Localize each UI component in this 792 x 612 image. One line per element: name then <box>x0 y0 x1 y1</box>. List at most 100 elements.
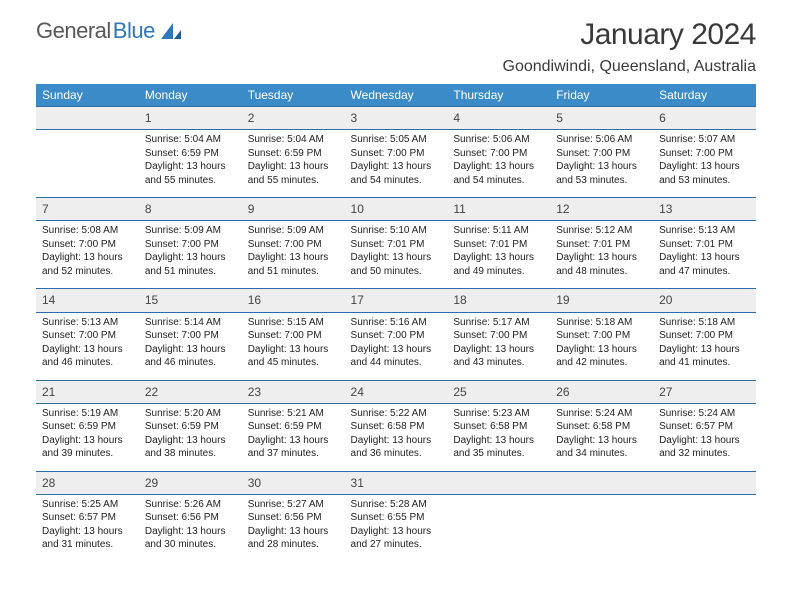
day-content-cell <box>36 130 139 198</box>
weekday-header: Wednesday <box>345 84 448 107</box>
day-number-row: 123456 <box>36 107 756 130</box>
sunset-line: Sunset: 6:58 PM <box>453 420 544 434</box>
sunset-line: Sunset: 7:00 PM <box>42 329 133 343</box>
sunrise-line: Sunrise: 5:13 AM <box>659 224 750 238</box>
day-content-cell: Sunrise: 5:15 AMSunset: 7:00 PMDaylight:… <box>242 312 345 380</box>
day-number-row: 28293031 <box>36 471 756 494</box>
day-content-row: Sunrise: 5:08 AMSunset: 7:00 PMDaylight:… <box>36 221 756 289</box>
day-number-cell: 16 <box>242 289 345 312</box>
sunset-line: Sunset: 7:00 PM <box>42 238 133 252</box>
logo-sail-icon <box>159 21 183 41</box>
sunrise-line: Sunrise: 5:09 AM <box>248 224 339 238</box>
day-number-cell: 29 <box>139 471 242 494</box>
daylight-line: Daylight: 13 hours and 31 minutes. <box>42 525 133 552</box>
day-number-cell: 20 <box>653 289 756 312</box>
header: GeneralBlue January 2024 Goondiwindi, Qu… <box>0 0 792 84</box>
day-content-cell <box>653 494 756 562</box>
day-number-cell: 12 <box>550 198 653 221</box>
sunrise-line: Sunrise: 5:07 AM <box>659 133 750 147</box>
day-content-cell: Sunrise: 5:09 AMSunset: 7:00 PMDaylight:… <box>139 221 242 289</box>
day-content-cell: Sunrise: 5:13 AMSunset: 7:01 PMDaylight:… <box>653 221 756 289</box>
sunrise-line: Sunrise: 5:12 AM <box>556 224 647 238</box>
day-content-cell: Sunrise: 5:18 AMSunset: 7:00 PMDaylight:… <box>653 312 756 380</box>
sunrise-line: Sunrise: 5:24 AM <box>659 407 750 421</box>
daylight-line: Daylight: 13 hours and 46 minutes. <box>42 343 133 370</box>
day-content-row: Sunrise: 5:04 AMSunset: 6:59 PMDaylight:… <box>36 130 756 198</box>
weekday-header: Tuesday <box>242 84 345 107</box>
daylight-line: Daylight: 13 hours and 54 minutes. <box>351 160 442 187</box>
logo: GeneralBlue <box>36 18 183 44</box>
day-content-cell: Sunrise: 5:21 AMSunset: 6:59 PMDaylight:… <box>242 403 345 471</box>
daylight-line: Daylight: 13 hours and 48 minutes. <box>556 251 647 278</box>
daylight-line: Daylight: 13 hours and 42 minutes. <box>556 343 647 370</box>
day-content-cell: Sunrise: 5:28 AMSunset: 6:55 PMDaylight:… <box>345 494 448 562</box>
daylight-line: Daylight: 13 hours and 30 minutes. <box>145 525 236 552</box>
day-number-cell <box>36 107 139 130</box>
sunrise-line: Sunrise: 5:14 AM <box>145 316 236 330</box>
day-number-cell: 6 <box>653 107 756 130</box>
sunrise-line: Sunrise: 5:28 AM <box>351 498 442 512</box>
sunset-line: Sunset: 7:00 PM <box>145 329 236 343</box>
day-content-cell: Sunrise: 5:27 AMSunset: 6:56 PMDaylight:… <box>242 494 345 562</box>
sunrise-line: Sunrise: 5:27 AM <box>248 498 339 512</box>
sunrise-line: Sunrise: 5:25 AM <box>42 498 133 512</box>
daylight-line: Daylight: 13 hours and 41 minutes. <box>659 343 750 370</box>
day-number-cell: 31 <box>345 471 448 494</box>
sunset-line: Sunset: 6:57 PM <box>659 420 750 434</box>
day-content-cell: Sunrise: 5:06 AMSunset: 7:00 PMDaylight:… <box>447 130 550 198</box>
day-content-cell: Sunrise: 5:05 AMSunset: 7:00 PMDaylight:… <box>345 130 448 198</box>
day-number-cell: 21 <box>36 380 139 403</box>
sunset-line: Sunset: 7:01 PM <box>556 238 647 252</box>
sunset-line: Sunset: 6:58 PM <box>351 420 442 434</box>
daylight-line: Daylight: 13 hours and 54 minutes. <box>453 160 544 187</box>
sunset-line: Sunset: 7:00 PM <box>248 238 339 252</box>
sunrise-line: Sunrise: 5:22 AM <box>351 407 442 421</box>
sunset-line: Sunset: 7:00 PM <box>556 329 647 343</box>
daylight-line: Daylight: 13 hours and 36 minutes. <box>351 434 442 461</box>
day-content-cell: Sunrise: 5:08 AMSunset: 7:00 PMDaylight:… <box>36 221 139 289</box>
daylight-line: Daylight: 13 hours and 55 minutes. <box>145 160 236 187</box>
day-number-cell: 25 <box>447 380 550 403</box>
sunrise-line: Sunrise: 5:11 AM <box>453 224 544 238</box>
sunrise-line: Sunrise: 5:05 AM <box>351 133 442 147</box>
day-number-cell <box>550 471 653 494</box>
day-number-cell: 14 <box>36 289 139 312</box>
sunrise-line: Sunrise: 5:18 AM <box>659 316 750 330</box>
sunset-line: Sunset: 6:56 PM <box>248 511 339 525</box>
sunset-line: Sunset: 7:01 PM <box>351 238 442 252</box>
day-number-cell: 11 <box>447 198 550 221</box>
day-number-cell: 10 <box>345 198 448 221</box>
day-number-row: 14151617181920 <box>36 289 756 312</box>
sunrise-line: Sunrise: 5:04 AM <box>248 133 339 147</box>
calendar-table: Sunday Monday Tuesday Wednesday Thursday… <box>36 84 756 562</box>
day-content-cell: Sunrise: 5:13 AMSunset: 7:00 PMDaylight:… <box>36 312 139 380</box>
day-content-row: Sunrise: 5:13 AMSunset: 7:00 PMDaylight:… <box>36 312 756 380</box>
weekday-header: Thursday <box>447 84 550 107</box>
sunset-line: Sunset: 6:59 PM <box>248 420 339 434</box>
day-content-cell <box>550 494 653 562</box>
sunset-line: Sunset: 7:01 PM <box>659 238 750 252</box>
daylight-line: Daylight: 13 hours and 51 minutes. <box>248 251 339 278</box>
sunset-line: Sunset: 7:00 PM <box>453 329 544 343</box>
weekday-header: Friday <box>550 84 653 107</box>
sunset-line: Sunset: 7:00 PM <box>453 147 544 161</box>
sunrise-line: Sunrise: 5:24 AM <box>556 407 647 421</box>
day-content-cell: Sunrise: 5:26 AMSunset: 6:56 PMDaylight:… <box>139 494 242 562</box>
daylight-line: Daylight: 13 hours and 34 minutes. <box>556 434 647 461</box>
sunset-line: Sunset: 7:01 PM <box>453 238 544 252</box>
daylight-line: Daylight: 13 hours and 55 minutes. <box>248 160 339 187</box>
weekday-header: Saturday <box>653 84 756 107</box>
sunrise-line: Sunrise: 5:26 AM <box>145 498 236 512</box>
day-number-row: 21222324252627 <box>36 380 756 403</box>
day-content-cell: Sunrise: 5:12 AMSunset: 7:01 PMDaylight:… <box>550 221 653 289</box>
sunrise-line: Sunrise: 5:20 AM <box>145 407 236 421</box>
day-number-row: 78910111213 <box>36 198 756 221</box>
day-content-cell: Sunrise: 5:24 AMSunset: 6:57 PMDaylight:… <box>653 403 756 471</box>
daylight-line: Daylight: 13 hours and 51 minutes. <box>145 251 236 278</box>
daylight-line: Daylight: 13 hours and 35 minutes. <box>453 434 544 461</box>
sunrise-line: Sunrise: 5:23 AM <box>453 407 544 421</box>
logo-text-blue: Blue <box>113 18 155 44</box>
daylight-line: Daylight: 13 hours and 50 minutes. <box>351 251 442 278</box>
day-content-cell: Sunrise: 5:09 AMSunset: 7:00 PMDaylight:… <box>242 221 345 289</box>
day-content-cell: Sunrise: 5:14 AMSunset: 7:00 PMDaylight:… <box>139 312 242 380</box>
